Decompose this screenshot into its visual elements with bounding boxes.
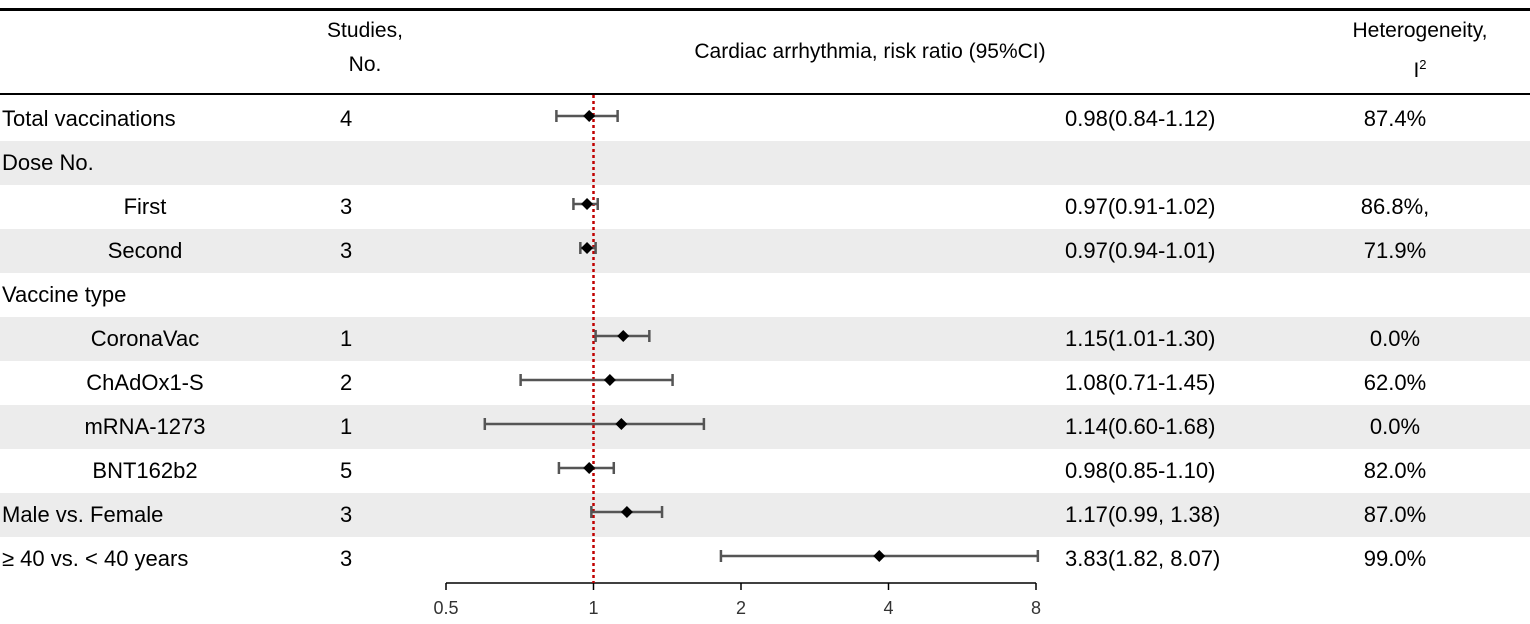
row-studies: 3	[340, 238, 353, 263]
row-label: BNT162b2	[92, 458, 198, 483]
x-tick-label: 2	[736, 598, 746, 618]
point-estimate	[581, 198, 594, 210]
row-studies: 3	[340, 546, 353, 571]
row-estimate: 0.97(0.94-1.01)	[1065, 238, 1216, 263]
row-label: CoronaVac	[90, 326, 200, 351]
row-shade	[0, 493, 1530, 537]
header-rule	[0, 93, 1530, 95]
row-heterogeneity: 87.4%	[1363, 106, 1427, 131]
point-estimate	[581, 242, 594, 254]
row-label: ChAdOx1-S	[86, 370, 204, 395]
row-label: Vaccine type	[2, 282, 127, 307]
row-estimate: 0.97(0.91-1.02)	[1065, 194, 1216, 219]
header-measure: Cardiac arrhythmia, risk ratio (95%CI)	[694, 40, 1046, 63]
row-label: mRNA-1273	[84, 414, 206, 439]
row-studies: 3	[340, 502, 353, 527]
row-heterogeneity: 87.0%	[1363, 502, 1427, 527]
row-label: ≥ 40 vs. < 40 years	[2, 546, 189, 571]
point-estimate	[583, 462, 596, 474]
row-heterogeneity: 71.9%	[1363, 238, 1427, 263]
row-estimate: 0.98(0.84-1.12)	[1065, 106, 1216, 131]
x-tick-label: 8	[1031, 598, 1041, 618]
header-studies-line1: Studies,	[327, 19, 403, 42]
row-studies: 2	[340, 370, 353, 395]
row-estimate: 3.83(1.82, 8.07)	[1065, 546, 1221, 571]
header-studies-line2: No.	[348, 53, 382, 76]
row-studies: 1	[340, 326, 353, 351]
header-het-sup: 2	[1419, 57, 1427, 72]
row-studies: 3	[340, 194, 353, 219]
row-estimate: 1.15(1.01-1.30)	[1065, 326, 1216, 351]
point-estimate	[620, 506, 633, 518]
row-label: Dose No.	[2, 150, 94, 175]
x-tick-label: 4	[883, 598, 893, 618]
row-heterogeneity: 86.8%,	[1360, 194, 1430, 219]
point-estimate	[617, 330, 630, 342]
row-shade	[0, 405, 1530, 449]
row-estimate: 1.14(0.60-1.68)	[1065, 414, 1216, 439]
point-estimate	[603, 374, 616, 386]
top-rule	[0, 8, 1530, 11]
row-heterogeneity: 0.0%	[1369, 326, 1421, 351]
point-estimate	[615, 418, 628, 430]
x-tick-label: 0.5	[433, 598, 458, 618]
row-studies: 1	[340, 414, 353, 439]
row-label: Total vaccinations	[2, 106, 176, 131]
row-estimate: 1.08(0.71-1.45)	[1065, 370, 1216, 395]
row-label: Second	[107, 238, 183, 263]
row-studies: 4	[340, 106, 353, 131]
point-estimate	[873, 550, 886, 562]
row-estimate: 1.17(0.99, 1.38)	[1065, 502, 1221, 527]
row-heterogeneity: 0.0%	[1369, 414, 1421, 439]
header-het-line1: Heterogeneity,	[1352, 19, 1488, 42]
x-tick-label: 1	[588, 598, 598, 618]
row-label: Male vs. Female	[2, 502, 164, 527]
row-heterogeneity: 82.0%	[1363, 458, 1427, 483]
point-estimate	[583, 110, 596, 122]
header-het-i: I	[1413, 59, 1420, 82]
row-shade	[0, 317, 1530, 361]
row-label: First	[123, 194, 167, 219]
header-het-line2: I2	[1310, 48, 1530, 88]
row-heterogeneity: 99.0%	[1363, 546, 1427, 571]
row-estimate: 0.98(0.85-1.10)	[1065, 458, 1216, 483]
row-studies: 5	[340, 458, 353, 483]
row-shade	[0, 141, 1530, 185]
row-shade	[0, 229, 1530, 273]
row-heterogeneity: 62.0%	[1363, 370, 1427, 395]
header-heterogeneity: Heterogeneity, I2	[1310, 14, 1530, 88]
header-studies: Studies, No.	[305, 14, 425, 82]
